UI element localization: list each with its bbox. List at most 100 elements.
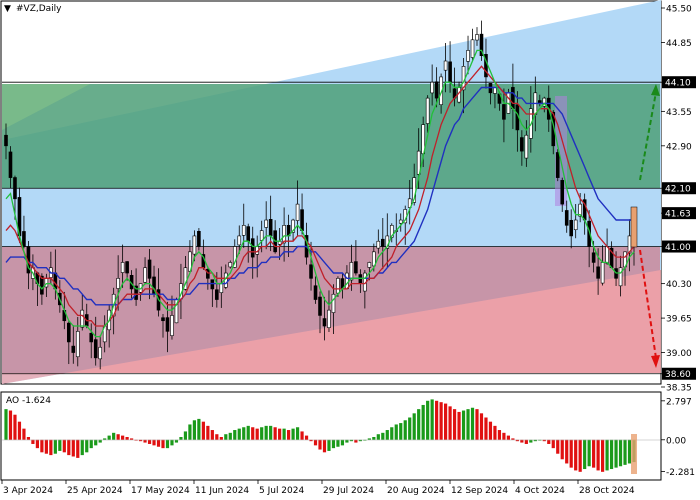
candle-body [327, 309, 331, 329]
ao-bar [94, 439, 98, 446]
chart-collapse-icon[interactable]: ▼ [4, 4, 11, 14]
ao-bar [156, 439, 161, 447]
ao-bar [300, 431, 304, 440]
price-label: 43.55 [666, 108, 692, 118]
candle-body [232, 246, 237, 268]
ao-bar [605, 439, 609, 471]
time-axis[interactable]: 3 Apr 2024 25 Apr 2024 17 May 2024 11 Jun 2… [1, 480, 635, 496]
candle-body [573, 219, 578, 231]
green-zone-light [2, 84, 90, 130]
ao-bar [98, 439, 102, 443]
ao-bar [197, 418, 201, 440]
ao-bar [62, 439, 66, 453]
ao-bar [345, 439, 349, 443]
candle-body [407, 198, 412, 208]
candle-body [161, 317, 165, 322]
ao-axis[interactable]: 2.797 0.00 -2.281 [661, 397, 695, 478]
candle-body [300, 209, 304, 231]
ao-bar [282, 428, 286, 440]
ao-bar [318, 439, 322, 450]
ao-bar [242, 427, 246, 440]
price-label: 41.63 [665, 210, 691, 220]
down-arrow-head [651, 355, 660, 368]
ao-bar [251, 427, 255, 440]
ao-bar [138, 439, 143, 442]
candle-body [210, 279, 215, 290]
candle-body [264, 219, 268, 228]
candle-body [430, 81, 434, 94]
ao-bar [506, 435, 510, 440]
candle-body [268, 219, 273, 237]
ao-bar [412, 413, 416, 440]
oscillator-plot-area[interactable] [0, 391, 662, 481]
ma-fast-line [5, 49, 635, 338]
price-label: 44.85 [666, 39, 692, 49]
candle-body [569, 219, 574, 237]
price-label: 42.10 [665, 185, 691, 195]
ao-bar [336, 439, 340, 447]
candle-body [93, 339, 98, 359]
ao-bar [210, 430, 214, 440]
candle-body [511, 87, 515, 110]
ao-label: 2.797 [666, 397, 692, 407]
ao-bar [381, 432, 385, 440]
ao-label: -2.281 [666, 468, 695, 478]
ao-bar [170, 439, 174, 446]
ao-bar [426, 400, 430, 440]
price-label: 42.90 [666, 142, 692, 152]
ao-bar [618, 439, 623, 467]
ao-bar [183, 431, 188, 440]
candle-body [336, 278, 340, 294]
ao-bar [103, 438, 107, 440]
candle-body [322, 318, 327, 327]
ao-bar [31, 439, 35, 444]
symbol-title: #VZ,Daily [16, 4, 62, 14]
ao-bar [219, 437, 223, 440]
ao-bar [255, 428, 259, 440]
candle-body [425, 97, 430, 124]
ao-bar [237, 428, 241, 440]
price-label: 41.00 [665, 243, 691, 253]
candle-body [241, 225, 246, 236]
time-label: 28 Oct 2024 [579, 486, 635, 496]
ao-bar [394, 424, 398, 440]
price-axis[interactable]: 45.50 44.85 44.10 43.55 42.90 42.10 41.63 41.00… [661, 5, 696, 394]
ao-bar [287, 430, 291, 440]
candle-body [80, 309, 85, 328]
ao-bar [614, 439, 618, 468]
candle-body [618, 267, 623, 287]
ma-mid-line [5, 65, 635, 327]
ao-bar [331, 439, 336, 449]
ao-bar [417, 409, 421, 440]
price-label-bg [662, 207, 696, 220]
up-arrow-line [639, 91, 657, 181]
candle-body [560, 180, 565, 205]
candle-body [125, 261, 129, 274]
candle-body [493, 87, 497, 94]
ao-bar [502, 432, 506, 440]
ao-bar [233, 430, 237, 440]
ao-bar [4, 409, 8, 440]
candle-body [282, 225, 286, 244]
candle-body [354, 261, 358, 274]
ao-bar [40, 439, 44, 453]
ao-bar [547, 439, 551, 444]
ao-bar [89, 439, 93, 449]
candle-body [192, 235, 197, 255]
ao-bar [121, 435, 125, 440]
ao-bar [13, 414, 17, 440]
ao-bar [67, 439, 71, 456]
candle-body [376, 240, 381, 249]
candle-body [524, 134, 529, 159]
candle-body [89, 332, 94, 343]
ao-bar [35, 439, 39, 449]
candle-body [358, 274, 363, 284]
candle-body [434, 81, 439, 99]
ao-bar [8, 410, 13, 440]
ao-label: 0.00 [666, 436, 686, 446]
ao-bar [143, 439, 147, 443]
ao-bar [484, 417, 488, 440]
ao-bar [408, 417, 412, 440]
candle-body [4, 134, 8, 147]
